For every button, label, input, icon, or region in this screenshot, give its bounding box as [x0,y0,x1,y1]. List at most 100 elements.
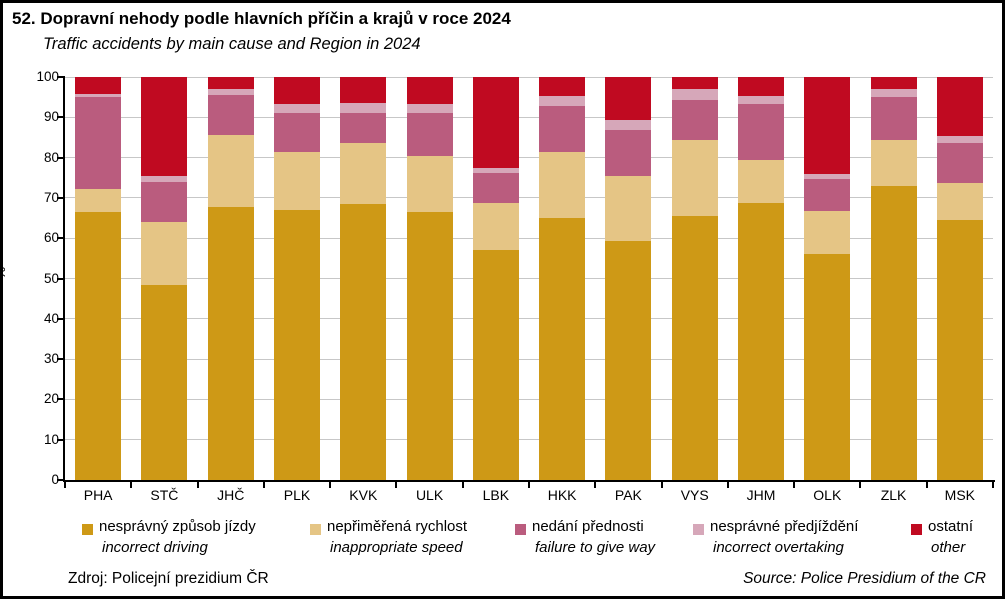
legend-label-cs: nepřiměřená rychlost [327,518,468,535]
x-axis-label: LBK [482,487,510,503]
bar-segment [472,173,519,203]
x-tick-mark [130,482,133,488]
y-tick-label: 40 [43,310,59,326]
bar-segment [340,77,387,103]
y-tick-mark [57,76,64,78]
bar-segment [141,77,188,176]
y-tick-mark [57,116,64,119]
x-axis-label: JHČ [217,487,245,503]
bar-segment [936,77,983,136]
legend-swatch [911,524,922,535]
bar-segment [605,77,652,121]
bar-segment [539,95,586,106]
bar-segment [75,97,122,189]
x-axis-label: OLK [813,487,842,503]
x-axis-label: MSK [944,487,976,503]
bar-segment [936,143,983,183]
legend-swatch [82,524,93,535]
bar-segment [472,167,519,174]
legend-label-en: incorrect overtaking [713,539,844,556]
y-axis-label: % [3,267,8,279]
y-tick-mark [57,277,64,280]
gridline [65,278,993,279]
legend-label-en: inappropriate speed [330,539,463,556]
bar-segment [870,89,917,98]
bar-segment [472,77,519,168]
y-tick-label: 50 [43,270,59,286]
bar-segment [207,77,254,90]
source-text-cs: Zdroj: Policejní prezidium ČR [68,570,269,587]
bar-segment [738,160,784,203]
bar-segment [406,77,453,104]
bar-segment [539,77,586,96]
x-axis-label: VYS [680,487,709,503]
x-tick-mark [329,482,332,488]
gridline [65,398,993,400]
bar-segment [472,250,519,480]
x-tick-mark [925,482,928,488]
x-tick-mark [859,482,862,488]
bar-segment [141,285,188,480]
source-text-en: Source: Police Presidium of the CR [743,570,986,587]
bar-PHA [75,77,122,480]
x-axis-label: ULK [415,487,444,503]
bar-ULK [406,77,453,480]
legend-label-cs: nedání přednosti [532,518,644,535]
bar-segment [406,156,453,212]
bar-ZLK [870,77,917,480]
chart-subtitle: Traffic accidents by main cause and Regi… [43,35,421,53]
y-tick-label: 20 [43,391,59,407]
legend-swatch [310,524,321,535]
legend-label-cs: ostatní [928,518,974,535]
y-tick-label: 80 [43,149,59,165]
bar-segment [340,112,387,143]
bar-segment [75,211,122,480]
chart-title: 52. Dopravní nehody podle hlavních příči… [12,9,511,28]
bar-segment [274,209,320,480]
bar-JHČ [207,77,254,480]
gridline [65,439,993,441]
bar-PLK [274,77,320,480]
bar-segment [274,104,320,113]
x-tick-mark [528,482,530,488]
bar-segment [738,202,784,480]
x-axis-label: JHM [746,487,776,503]
bar-segment [804,254,851,480]
legend-swatch [515,524,526,535]
y-tick-mark [57,358,64,361]
bar-segment [472,202,519,251]
bar-PAK [605,77,652,480]
bar-JHM [738,77,784,480]
bar-segment [870,77,917,90]
bar-segment [340,102,387,113]
y-tick-mark [57,398,64,401]
y-tick-label: 30 [43,351,59,367]
x-tick-mark [660,482,663,488]
bar-segment [539,151,586,219]
x-tick-mark [64,482,66,488]
bar-segment [738,77,784,97]
bar-segment [804,173,851,179]
bar-segment [141,175,188,182]
bar-LBK [472,77,519,480]
legend-swatch [693,524,704,535]
bar-segment [605,120,652,131]
bar-segment [804,210,851,255]
bar-segment [738,96,784,104]
bar-OLK [804,77,851,480]
x-tick-mark [726,482,729,488]
bar-KVK [340,77,387,480]
bar-segment [406,103,453,113]
gridline [65,76,993,78]
x-axis-label: PLK [283,487,311,503]
x-tick-mark [461,482,464,488]
y-tick-label: 90 [43,109,59,125]
bar-segment [274,152,320,210]
bar-segment [539,218,586,480]
bar-segment [605,130,652,177]
y-tick-mark [57,196,64,199]
bar-segment [936,220,983,480]
y-tick-mark [57,156,64,159]
gridline [65,237,993,239]
